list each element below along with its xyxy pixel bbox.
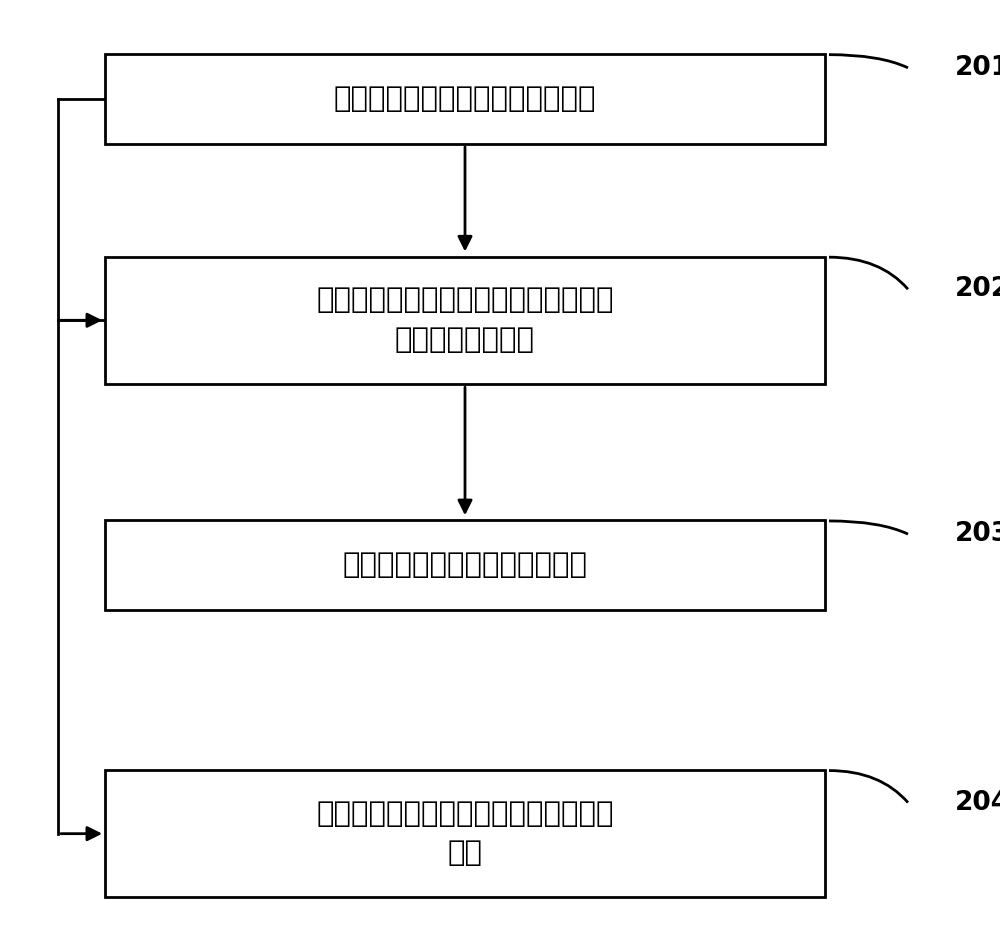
Text: 若高压电压处于第一阈値，且等离子体: 若高压电压处于第一阈値，且等离子体: [316, 286, 614, 315]
Text: 获取等离子体源电极上的各项参数: 获取等离子体源电极上的各项参数: [334, 85, 596, 113]
Text: 204: 204: [955, 789, 1000, 816]
Text: 电流小于第二阈値: 电流小于第二阈値: [395, 326, 535, 354]
Text: 201: 201: [955, 55, 1000, 81]
Text: 202: 202: [955, 276, 1000, 302]
Bar: [105, 771, 825, 897]
Bar: [105, 54, 825, 143]
Text: 温度: 温度: [448, 839, 482, 868]
Text: 若废气湿度大于或等于第三阈値: 若废气湿度大于或等于第三阈値: [342, 551, 588, 579]
Text: 203: 203: [955, 521, 1000, 547]
Bar: [105, 520, 825, 610]
Text: 采用感应加热方式加热等离子体至目标: 采用感应加热方式加热等离子体至目标: [316, 800, 614, 828]
Bar: [105, 257, 825, 384]
